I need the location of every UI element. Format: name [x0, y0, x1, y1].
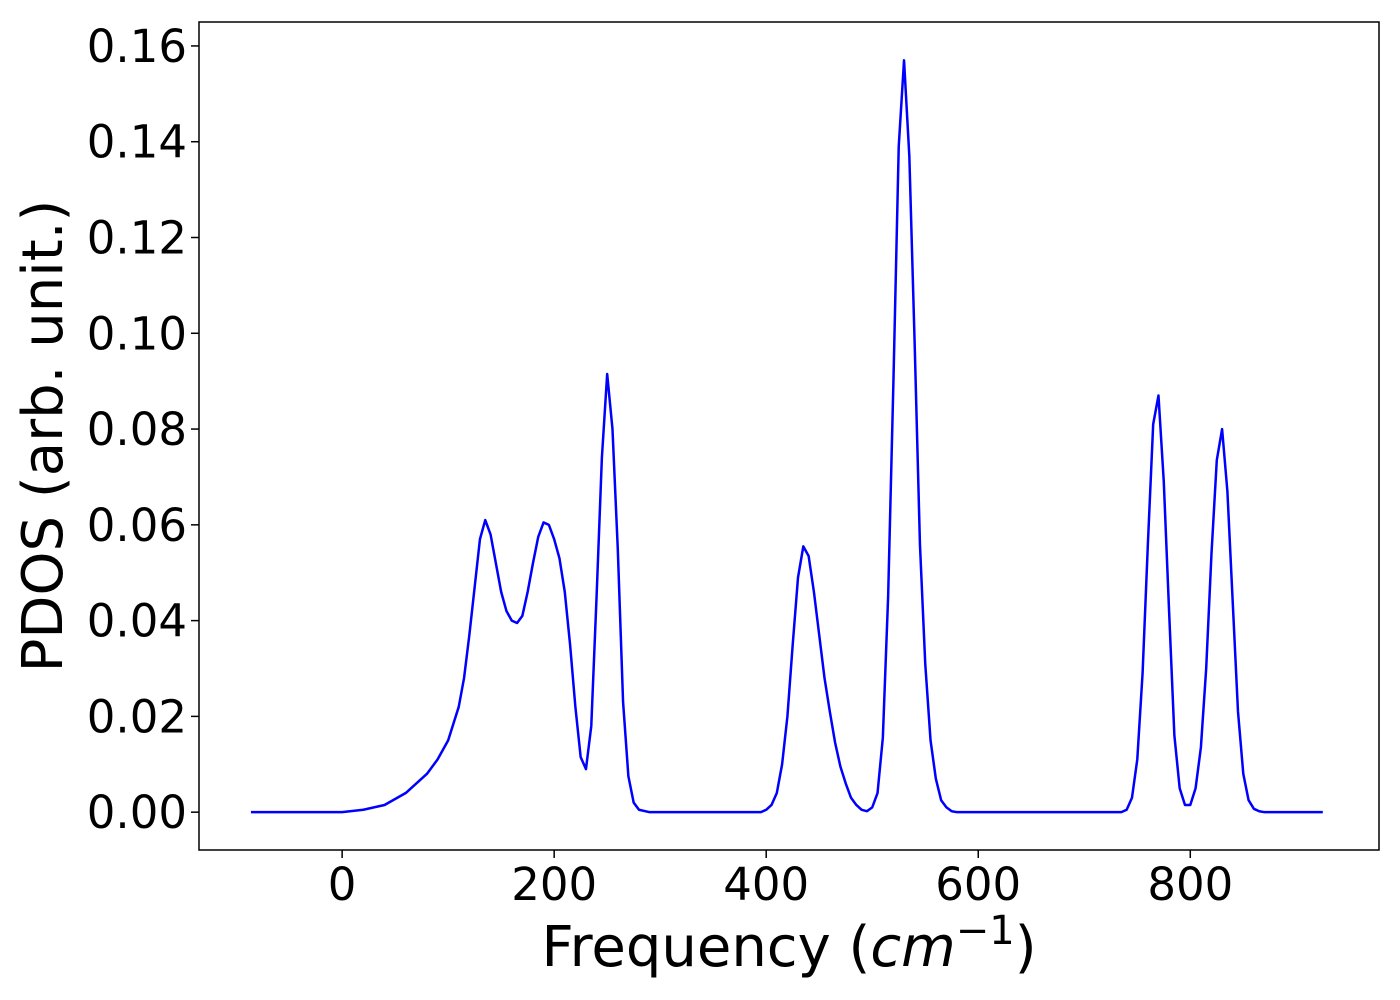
y-tick-label: 0.04 [87, 595, 187, 648]
data-line [250, 59, 1323, 814]
plot-frame [198, 21, 1380, 851]
y-tick-label: 0.14 [87, 116, 187, 169]
y-tick-label: 0.12 [87, 212, 187, 265]
y-tick-label: 0.02 [87, 690, 187, 743]
y-tick-label: 0.16 [87, 20, 187, 73]
x-tick-label: 600 [935, 858, 1021, 911]
x-tick-label: 800 [1147, 858, 1233, 911]
y-axis-label: PDOS (arb. unit.) [11, 200, 76, 673]
y-tick-label: 0.08 [87, 403, 187, 456]
y-tick-label: 0.00 [87, 786, 187, 839]
x-tick-label: 400 [723, 858, 809, 911]
y-tick-label: 0.06 [87, 499, 187, 552]
x-axis-label: Frequency (cm−1) [541, 908, 1036, 980]
y-tick-label: 0.10 [87, 307, 187, 360]
x-tick-label: 0 [328, 858, 357, 911]
x-tick-label: 200 [511, 858, 597, 911]
